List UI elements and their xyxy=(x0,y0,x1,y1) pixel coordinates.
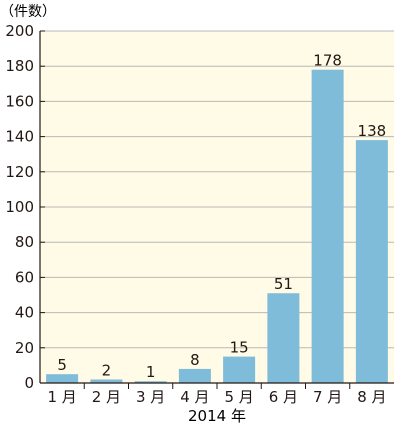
bar xyxy=(90,379,123,383)
bar xyxy=(46,374,79,383)
y-tick-label: 200 xyxy=(5,22,34,40)
bar xyxy=(267,293,300,383)
y-tick-label: 20 xyxy=(15,339,34,357)
data-label: 1 xyxy=(146,363,156,381)
x-tick-label: 4 月 xyxy=(180,388,209,406)
x-tick-label: 7 月 xyxy=(313,388,342,406)
y-tick-label: 40 xyxy=(15,304,34,322)
data-labels: 5 2 1 8 15 51 178 138 xyxy=(57,52,386,382)
y-tick-label: 100 xyxy=(5,198,34,216)
x-tick-label: 1 月 xyxy=(47,388,76,406)
unit-label: （件数） xyxy=(0,4,56,20)
bar xyxy=(134,381,167,383)
y-tick-label: 60 xyxy=(15,268,34,286)
x-tick-label: 6 月 xyxy=(269,388,298,406)
y-tick-label: 160 xyxy=(5,92,34,110)
y-axis-ticks: 0 20 40 60 80 100 120 140 160 180 200 xyxy=(5,22,45,392)
bar xyxy=(223,356,256,383)
data-label: 51 xyxy=(274,275,293,293)
x-tick-label: 2 月 xyxy=(92,388,121,406)
bars xyxy=(46,69,388,383)
x-tick-label: 5 月 xyxy=(224,388,253,406)
data-label: 178 xyxy=(313,52,342,70)
bar xyxy=(355,140,388,383)
x-axis-ticks: 1 月 2 月 3 月 4 月 5 月 6 月 7 月 8 月 xyxy=(47,383,387,406)
y-tick-label: 120 xyxy=(5,163,34,181)
x-axis-title: 2014 年 xyxy=(188,407,246,425)
data-label: 8 xyxy=(190,351,200,369)
x-tick-label: 8 月 xyxy=(357,388,386,406)
data-label: 5 xyxy=(57,356,67,374)
y-tick-label: 140 xyxy=(5,128,34,146)
y-tick-label: 0 xyxy=(24,374,34,392)
y-tick-label: 180 xyxy=(5,57,34,75)
x-tick-label: 3 月 xyxy=(136,388,165,406)
bar xyxy=(178,368,211,383)
data-label: 138 xyxy=(358,122,387,140)
bar xyxy=(311,69,344,383)
y-tick-label: 80 xyxy=(15,233,34,251)
data-label: 15 xyxy=(230,339,249,357)
data-label: 2 xyxy=(102,361,112,379)
